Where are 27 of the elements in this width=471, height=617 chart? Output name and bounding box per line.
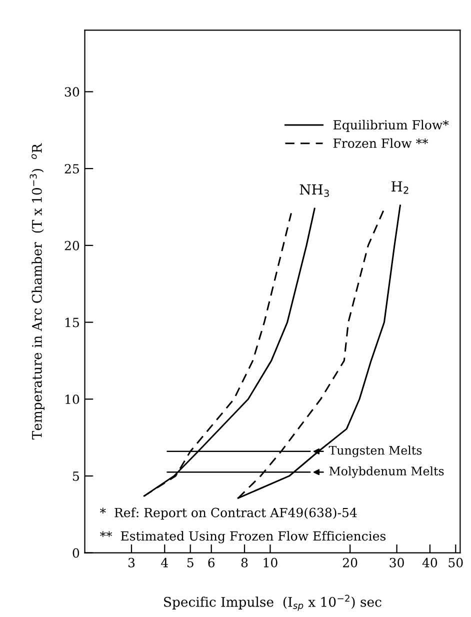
- x-axis-title: Specific Impulse (I$_{sp}$ x 10$^{−2}$) sec: [164, 594, 382, 611]
- annotation: ** Estimated Using Frozen Flow Efficiencies: [100, 531, 386, 544]
- x-tick-label: 8: [241, 558, 248, 568]
- y-tick-label: 20: [64, 240, 80, 250]
- y-tick-label: 0: [72, 548, 80, 558]
- x-tick-label: 30: [390, 558, 404, 568]
- y-tick-label: 10: [66, 394, 80, 404]
- ref-line-label: Tungsten Melts: [328, 446, 422, 458]
- x-tick-label: 20: [342, 558, 358, 568]
- legend-label: Frozen Flow **: [333, 138, 428, 148]
- x-tick-label: 3: [128, 558, 135, 568]
- y-tick-label: 5: [73, 472, 79, 481]
- y-tick-label: 25: [64, 164, 79, 174]
- y-tick-label: 15: [66, 318, 79, 328]
- x-tick-label: 6: [208, 558, 215, 568]
- x-tick-label: 50: [448, 558, 463, 568]
- annotation: H$_{2}$: [392, 181, 408, 194]
- x-tick-label: 4: [161, 558, 168, 568]
- y-tick-label: 30: [64, 87, 80, 97]
- x-tick-label: 5: [187, 558, 194, 568]
- annotation: NH$_{3}$: [300, 184, 329, 197]
- annotation: * Ref: Report on Contract AF49(638)-54: [100, 508, 357, 520]
- x-tick-label: 40: [422, 558, 438, 568]
- x-tick-label: 10: [264, 558, 278, 568]
- legend-label: Equilibrium Flow*: [333, 120, 449, 132]
- ref-line-label: Molybdenum Melts: [329, 466, 444, 478]
- y-axis-title: Temperature in Arc Chamber (T x 10$^{−3}$) $^{o}$R: [30, 143, 44, 440]
